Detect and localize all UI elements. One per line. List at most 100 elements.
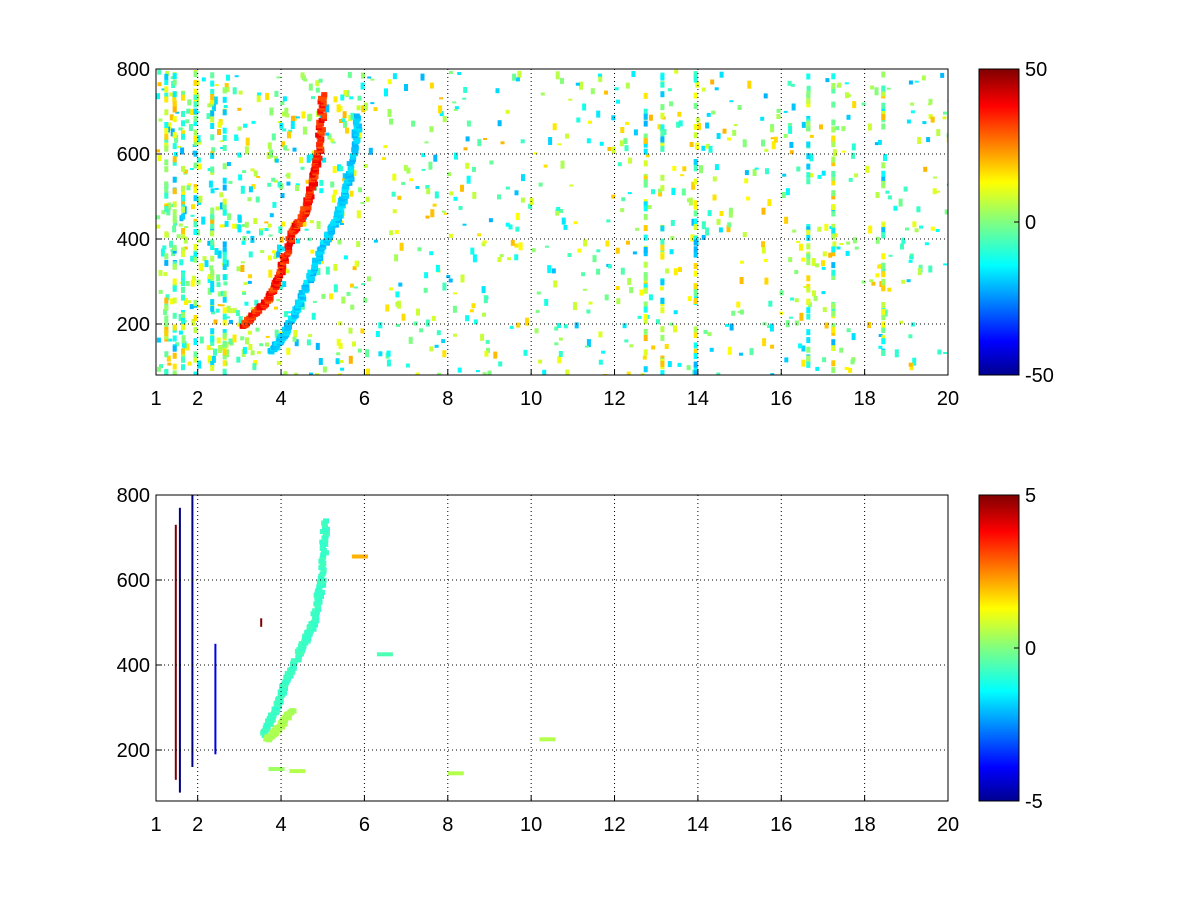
- heatmap-cell: [643, 113, 648, 120]
- heatmap-cell: [643, 213, 648, 220]
- heatmap-cell: [333, 189, 337, 195]
- heatmap-cell: [210, 328, 215, 335]
- heatmap-cell: [894, 349, 899, 358]
- heatmap-cell: [783, 110, 788, 113]
- heatmap-cell: [164, 166, 169, 173]
- heatmap-cell: [164, 304, 169, 311]
- heatmap-cell: [250, 168, 255, 172]
- heatmap-cell: [164, 145, 169, 152]
- heatmap-cell: [236, 322, 241, 327]
- heatmap-cell: [794, 320, 799, 326]
- heatmap-cell: [446, 275, 451, 278]
- heatmap-cell: [917, 137, 922, 144]
- heatmap-cell: [727, 137, 731, 141]
- heatmap-cell: [192, 275, 196, 281]
- heatmap-streak: [191, 495, 194, 767]
- heatmap-cell: [525, 317, 530, 326]
- heatmap-cell: [742, 139, 747, 148]
- heatmap-cell: [260, 250, 265, 253]
- heatmap-cell: [669, 101, 674, 107]
- heatmap-cell: [164, 79, 169, 86]
- heatmap-cell: [643, 366, 648, 373]
- x-tick-label: 12: [603, 388, 625, 410]
- x-tick-label: 10: [520, 814, 542, 836]
- heatmap-cell: [921, 75, 926, 81]
- heatmap-cell: [442, 350, 447, 358]
- heatmap-cell: [228, 308, 233, 314]
- heatmap-cell: [574, 322, 579, 329]
- heatmap-cell: [831, 323, 836, 330]
- heatmap-cell: [219, 202, 224, 210]
- heatmap-cell: [852, 237, 857, 244]
- heatmap-cell: [250, 307, 255, 311]
- heatmap-cell: [264, 228, 269, 231]
- heatmap-cell: [770, 137, 775, 140]
- heatmap-cell: [831, 360, 836, 367]
- heatmap-cell: [348, 327, 353, 334]
- heatmap-cell: [164, 109, 169, 116]
- heatmap-cell: [686, 365, 691, 371]
- heatmap-cell: [222, 145, 227, 151]
- heatmap-cell: [509, 325, 514, 329]
- heatmap-cell: [210, 361, 215, 367]
- heatmap-cell: [928, 265, 933, 273]
- heatmap-cell: [768, 300, 773, 307]
- heatmap-cell: [761, 139, 765, 147]
- heatmap-cell: [193, 351, 198, 358]
- heatmap-cell: [806, 163, 811, 170]
- heatmap-cell: [678, 267, 682, 272]
- heatmap-cell: [222, 241, 227, 248]
- heatmap-cell: [181, 206, 185, 213]
- heatmap-cell: [556, 323, 561, 328]
- heatmap-cell: [357, 95, 362, 101]
- heatmap-cell: [193, 256, 198, 263]
- heatmap-cell: [836, 246, 841, 250]
- heatmap-streak: [174, 524, 177, 780]
- heatmap-cell: [269, 213, 274, 218]
- heatmap-cell: [746, 196, 751, 201]
- heatmap-cell: [693, 76, 698, 83]
- heatmap-cell: [274, 90, 279, 97]
- heatmap-cell: [217, 129, 221, 135]
- heatmap-cell: [452, 305, 457, 313]
- heatmap-cell: [386, 350, 391, 357]
- heatmap-cell: [881, 262, 886, 269]
- heatmap-cell: [274, 306, 278, 310]
- heatmap-ridge-cell: [341, 199, 348, 205]
- heatmap-cell: [207, 240, 212, 246]
- x-tick-label: 18: [854, 814, 876, 836]
- heatmap-cell: [164, 231, 169, 238]
- heatmap-cell: [181, 250, 185, 257]
- heatmap-cell: [660, 136, 665, 143]
- heatmap-cell: [551, 268, 556, 274]
- heatmap-cell: [172, 285, 177, 292]
- heatmap-cell: [282, 111, 286, 117]
- heatmap-ridge-cell: [351, 129, 358, 135]
- heatmap-cell: [172, 79, 177, 86]
- heatmap-cell: [283, 311, 288, 318]
- heatmap-cell: [181, 324, 185, 331]
- heatmap-cell: [673, 310, 678, 315]
- heatmap-cell: [210, 302, 215, 309]
- heatmap-cell: [269, 149, 274, 158]
- heatmap-cell: [693, 123, 698, 130]
- heatmap-cell: [164, 92, 169, 99]
- heatmap-cell: [822, 307, 827, 313]
- heatmap-cell: [347, 71, 352, 78]
- heatmap-cell: [164, 330, 169, 337]
- heatmap-cell: [409, 178, 414, 182]
- heatmap-cell: [210, 72, 215, 79]
- heatmap-cell: [181, 315, 185, 322]
- heatmap-cell: [620, 208, 625, 213]
- colorbar-tick-label: 0: [1025, 212, 1036, 234]
- heatmap-cell: [187, 361, 192, 366]
- heatmap-cell: [946, 136, 948, 143]
- colorbar-bottom-bar: [978, 494, 1020, 802]
- heatmap-cell: [798, 343, 803, 349]
- heatmap-ridge-cell: [318, 594, 324, 600]
- heatmap-cell: [905, 227, 909, 231]
- heatmap-cell: [731, 310, 736, 316]
- heatmap-cell: [767, 199, 772, 207]
- heatmap-cell: [486, 347, 490, 353]
